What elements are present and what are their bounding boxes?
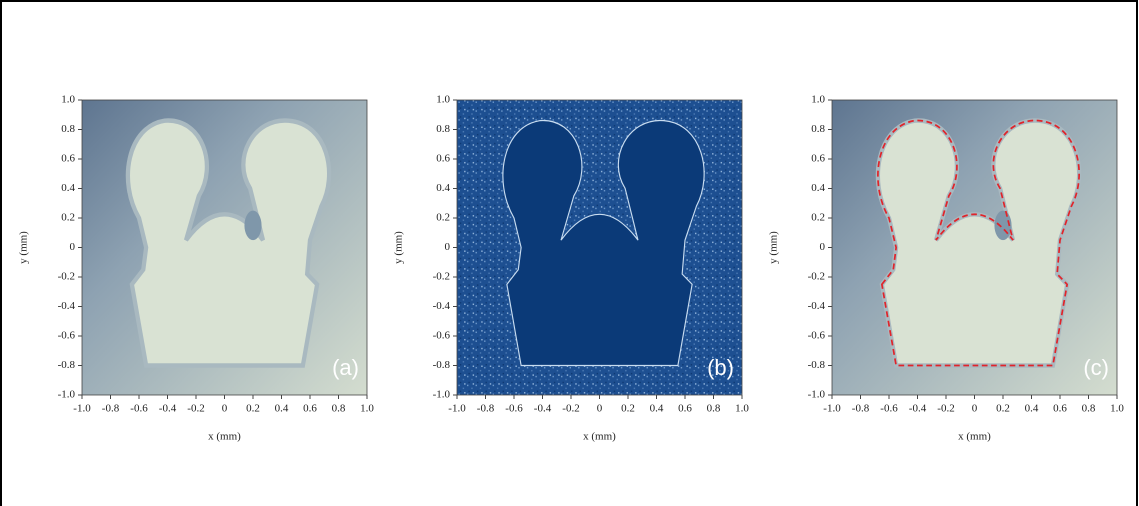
image-panel <box>82 100 367 395</box>
y-tick-label: 0.8 <box>61 123 75 135</box>
y-tick-label: -1.0 <box>58 389 76 401</box>
y-tick-label: 0.4 <box>811 182 825 194</box>
x-tick-label: -0.4 <box>534 403 552 415</box>
x-tick-label: 0.4 <box>650 403 664 415</box>
y-tick-label: -0.8 <box>58 359 76 371</box>
x-tick-label: 1.0 <box>1110 403 1124 415</box>
x-tick-label: 0.2 <box>996 403 1010 415</box>
x-tick-label: -0.2 <box>562 403 579 415</box>
y-tick-label: 0.4 <box>61 182 75 194</box>
x-tick-label: -0.6 <box>880 403 898 415</box>
x-tick-label: -0.6 <box>130 403 148 415</box>
x-tick-label: 0.6 <box>303 403 317 415</box>
y-tick-label: -1.0 <box>433 389 451 401</box>
y-tick-label: 0.2 <box>61 212 75 224</box>
x-tick-label: 0.8 <box>1082 403 1096 415</box>
x-tick-label: 0.8 <box>332 403 346 415</box>
x-tick-label: 0 <box>222 403 228 415</box>
x-tick-label: 1.0 <box>360 403 374 415</box>
y-axis-label: y (mm) <box>768 231 780 264</box>
x-tick-label: 0.6 <box>678 403 692 415</box>
image-panel <box>457 100 742 395</box>
y-axis-label: y (mm) <box>393 231 405 264</box>
x-tick-label: -0.4 <box>909 403 927 415</box>
x-tick-label: -0.2 <box>937 403 954 415</box>
y-tick-label: -0.8 <box>808 359 826 371</box>
x-tick-label: 1.0 <box>735 403 749 415</box>
x-axis-label: x (mm) <box>583 431 616 443</box>
x-tick-label: 0.4 <box>1025 403 1039 415</box>
x-tick-label: -0.8 <box>102 403 120 415</box>
y-tick-label: 0.6 <box>61 153 75 165</box>
x-tick-label: -0.8 <box>852 403 870 415</box>
x-axis-label: x (mm) <box>208 431 241 443</box>
y-tick-label: 1.0 <box>436 94 450 106</box>
y-tick-label: -0.4 <box>808 300 826 312</box>
x-tick-label: 0 <box>597 403 603 415</box>
x-tick-label: -0.4 <box>159 403 177 415</box>
image-panel <box>832 100 1117 395</box>
dark-spot <box>244 211 261 241</box>
y-tick-label: -0.4 <box>433 300 451 312</box>
x-tick-label: 0.2 <box>621 403 635 415</box>
y-axis-label: y (mm) <box>18 231 30 264</box>
y-tick-label: -0.2 <box>433 271 450 283</box>
y-tick-label: -0.8 <box>433 359 451 371</box>
y-tick-label: -0.4 <box>58 300 76 312</box>
y-tick-label: 1.0 <box>61 94 75 106</box>
y-tick-label: -0.2 <box>58 271 75 283</box>
y-tick-label: -0.2 <box>808 271 825 283</box>
x-tick-label: 0.4 <box>275 403 289 415</box>
y-tick-label: 0 <box>70 241 76 253</box>
y-tick-label: 0.2 <box>436 212 450 224</box>
y-tick-label: -0.6 <box>433 330 451 342</box>
y-tick-label: 1.0 <box>811 94 825 106</box>
y-tick-label: 0 <box>820 241 826 253</box>
x-tick-label: 0.8 <box>707 403 721 415</box>
y-tick-label: -0.6 <box>58 330 76 342</box>
y-tick-label: 0.4 <box>436 182 450 194</box>
panel-label: (a) <box>332 355 359 380</box>
x-tick-label: -0.6 <box>505 403 523 415</box>
y-tick-label: 0.6 <box>436 153 450 165</box>
y-tick-label: 0.8 <box>436 123 450 135</box>
x-tick-label: -1.0 <box>448 403 466 415</box>
x-tick-label: -0.8 <box>477 403 495 415</box>
y-tick-label: -0.6 <box>808 330 826 342</box>
y-tick-label: 0 <box>445 241 451 253</box>
x-tick-label: -1.0 <box>823 403 841 415</box>
x-tick-label: -0.2 <box>187 403 204 415</box>
y-tick-label: -1.0 <box>808 389 826 401</box>
panel-label: (c) <box>1083 355 1109 380</box>
x-axis-label: x (mm) <box>958 431 991 443</box>
x-tick-label: 0.6 <box>1053 403 1067 415</box>
y-tick-label: 0.6 <box>811 153 825 165</box>
panel-label: (b) <box>707 355 734 380</box>
x-tick-label: -1.0 <box>73 403 91 415</box>
figure: -1.0 -0.8 -0.6 -0.4 -0.2 0 0.2 0.4 0.6 0.8 1.0 -1.0… <box>0 0 1139 506</box>
y-tick-label: 0.8 <box>811 123 825 135</box>
y-tick-label: 0.2 <box>811 212 825 224</box>
x-tick-label: 0.2 <box>246 403 260 415</box>
x-tick-label: 0 <box>972 403 978 415</box>
